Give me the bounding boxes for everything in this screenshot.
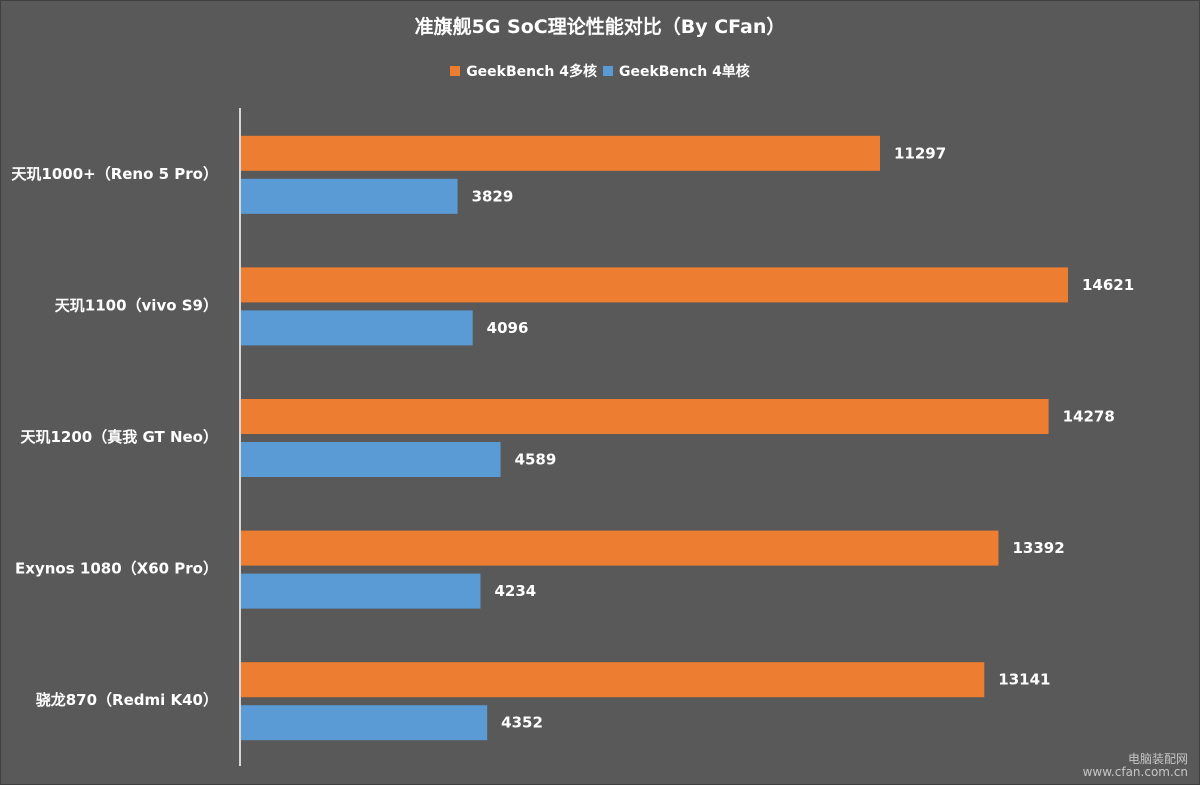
bar-multicore (241, 662, 985, 698)
watermark-line1: 电脑装配网 (1127, 752, 1188, 766)
legend-item-singlecore: GeekBench 4单核 (603, 61, 750, 81)
data-label-multicore: 14621 (1082, 276, 1134, 294)
legend-label-multicore: GeekBench 4多核 (466, 64, 597, 80)
data-label-multicore: 13392 (1012, 539, 1064, 557)
legend-label-singlecore: GeekBench 4单核 (619, 64, 750, 80)
category-label: 天玑1200（真我 GT Neo） (20, 428, 218, 446)
bar-multicore (241, 399, 1049, 434)
legend-swatch-multicore (450, 66, 461, 76)
data-label-singlecore: 4589 (515, 451, 557, 469)
watermark-line2: www.cfan.com.cn (1082, 765, 1188, 779)
bar-multicore (241, 530, 999, 566)
category-label: 天玑1000+（Reno 5 Pro） (11, 165, 218, 183)
chart-title: 准旗舰5G SoC理论性能对比（By CFan） (414, 16, 786, 38)
data-label-singlecore: 3829 (472, 187, 514, 205)
category-label: Exynos 1080（X60 Pro） (15, 560, 218, 578)
watermark: 电脑装配网 www.cfan.com.cn (1083, 753, 1188, 779)
legend-item-multicore: GeekBench 4多核 (450, 61, 597, 81)
bar-singlecore (241, 705, 488, 741)
legend-swatch-singlecore (603, 66, 613, 76)
data-label-singlecore: 4234 (494, 582, 536, 600)
category-label: 骁龙870（Redmi K40） (36, 691, 218, 709)
category-label: 天玑1100（vivo S9） (55, 296, 218, 314)
bar-singlecore (241, 442, 501, 477)
data-label-multicore: 11297 (894, 144, 946, 162)
chart-legend: GeekBench 4多核 GeekBench 4单核 (0, 61, 1200, 81)
bar-singlecore (241, 310, 473, 346)
data-label-singlecore: 4096 (487, 319, 529, 337)
data-label-singlecore: 4352 (501, 714, 543, 732)
bar-multicore (241, 267, 1069, 303)
bar-singlecore (241, 573, 481, 609)
bar-singlecore (241, 178, 458, 214)
data-label-multicore: 14278 (1063, 408, 1115, 426)
bar-multicore (241, 135, 880, 171)
data-label-multicore: 13141 (998, 671, 1050, 689)
